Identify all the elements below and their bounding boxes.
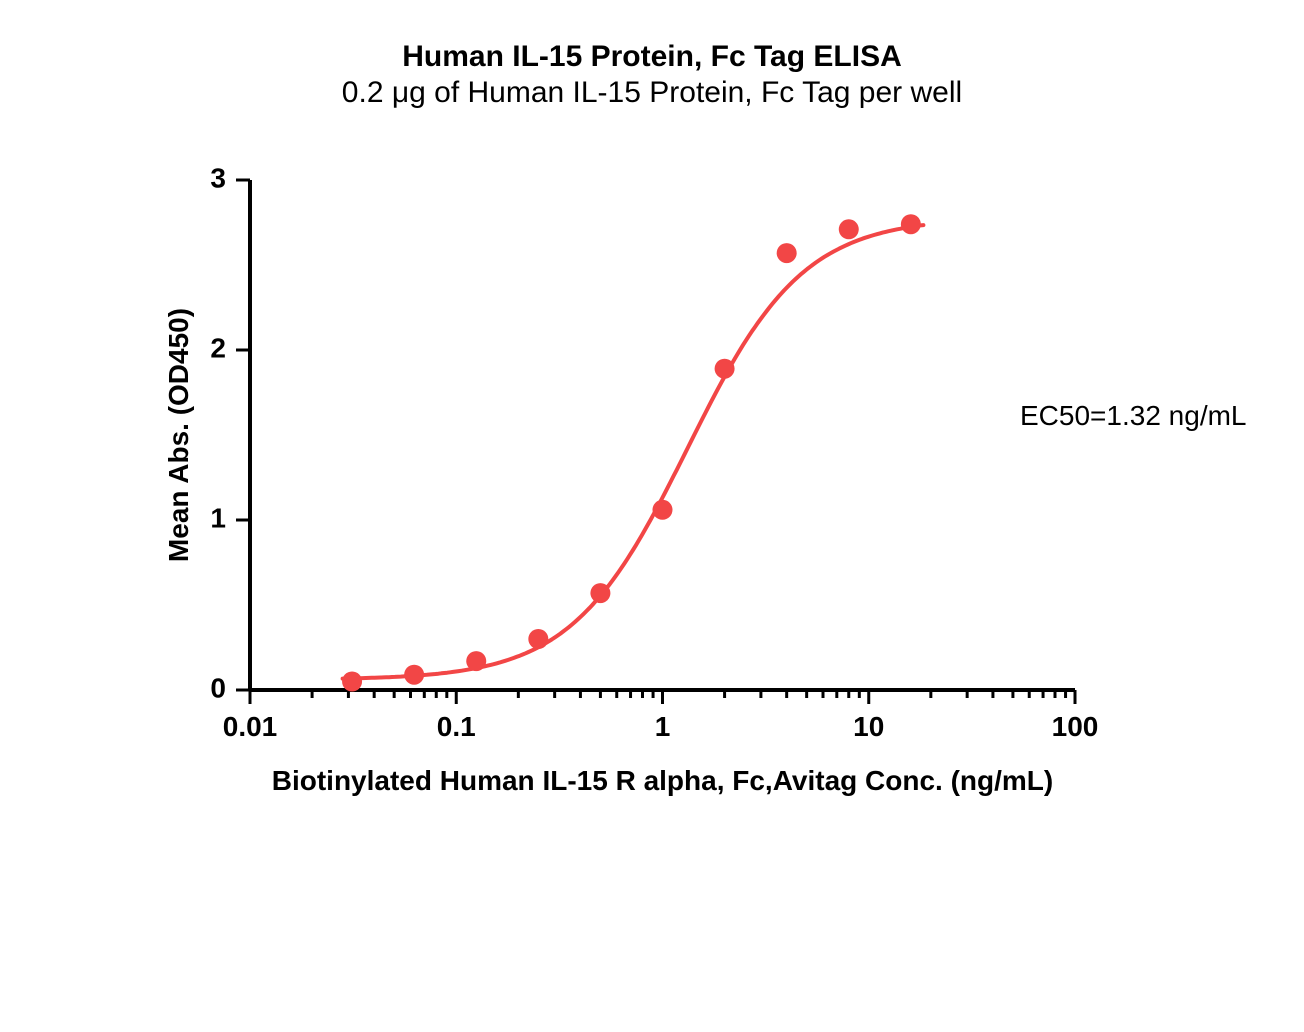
svg-text:Mean Abs. (OD450): Mean Abs. (OD450) bbox=[163, 308, 194, 562]
svg-text:100: 100 bbox=[1052, 711, 1099, 742]
svg-text:0.1: 0.1 bbox=[437, 711, 476, 742]
svg-text:1: 1 bbox=[210, 502, 226, 533]
svg-text:0.01: 0.01 bbox=[223, 711, 278, 742]
title-block: Human IL-15 Protein, Fc Tag ELISA 0.2 μg… bbox=[0, 40, 1304, 110]
svg-text:2: 2 bbox=[210, 332, 226, 363]
svg-text:10: 10 bbox=[853, 711, 884, 742]
svg-text:3: 3 bbox=[210, 162, 226, 193]
svg-text:0: 0 bbox=[210, 672, 226, 703]
page-root: Human IL-15 Protein, Fc Tag ELISA 0.2 μg… bbox=[0, 0, 1304, 1032]
svg-text:1: 1 bbox=[655, 711, 671, 742]
ec50-annotation: EC50=1.32 ng/mL bbox=[1020, 400, 1247, 432]
svg-text:Biotinylated Human IL-15 R alp: Biotinylated Human IL-15 R alpha, Fc,Avi… bbox=[272, 765, 1053, 796]
chart-area: 01230.010.1110100Mean Abs. (OD450)Biotin… bbox=[165, 170, 1085, 810]
chart-subtitle: 0.2 μg of Human IL-15 Protein, Fc Tag pe… bbox=[0, 76, 1304, 110]
chart-title: Human IL-15 Protein, Fc Tag ELISA bbox=[0, 40, 1304, 74]
chart-svg: 01230.010.1110100Mean Abs. (OD450)Biotin… bbox=[165, 170, 1085, 810]
